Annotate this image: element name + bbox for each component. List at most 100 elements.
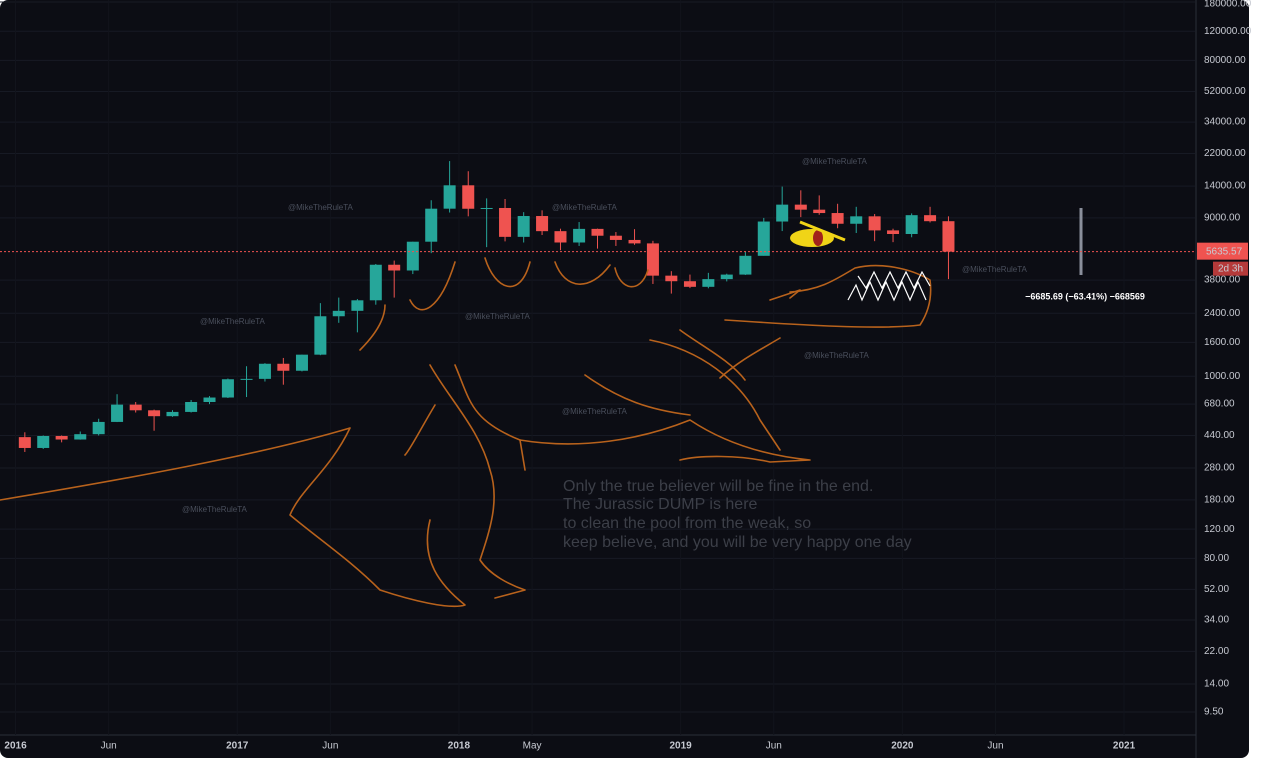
x-tick-label: 2016 <box>4 741 27 752</box>
candle-body <box>942 221 955 252</box>
dino-teeth <box>847 270 931 302</box>
candle-body <box>148 410 161 417</box>
candle-body <box>757 221 770 256</box>
measurement-label: −6685.69 (−63.41%) −668569 <box>1025 291 1145 301</box>
y-tick-label: 680.00 <box>1204 399 1235 410</box>
watermark: @MikeTheRuleTA <box>804 351 870 360</box>
candle-body <box>92 421 105 435</box>
y-tick-label: 1600.00 <box>1204 337 1241 348</box>
y-tick-label: 280.00 <box>1204 463 1235 474</box>
price-label: 5635.57 <box>1206 246 1243 257</box>
x-tick-label: 2021 <box>1113 741 1136 752</box>
annotation-line: keep believe, and you will be very happy… <box>563 534 912 551</box>
grid <box>0 0 1195 735</box>
candle-body <box>480 207 493 209</box>
x-tick-label: Jun <box>322 741 338 752</box>
candle-body <box>573 228 586 243</box>
candle-body <box>628 239 641 244</box>
candle-body <box>536 216 549 232</box>
candle-body <box>702 279 715 287</box>
candle-body <box>554 231 567 243</box>
candle-body <box>351 300 364 311</box>
chart-background <box>0 0 1249 758</box>
candle-body <box>850 216 863 224</box>
candle-body <box>868 216 881 231</box>
y-tick-label: 80000.00 <box>1204 55 1246 66</box>
watermark: @MikeTheRuleTA <box>802 157 868 166</box>
y-tick-label: 34000.00 <box>1204 117 1246 128</box>
candle-body <box>425 208 438 242</box>
candle-body <box>776 204 789 222</box>
y-tick-label: 180000.00 <box>1204 0 1252 10</box>
watermark: @MikeTheRuleTA <box>962 265 1028 274</box>
candle-body <box>240 378 253 380</box>
candle-body <box>332 310 345 317</box>
x-tick-label: Jun <box>101 741 117 752</box>
annotation-line: Only the true believer will be fine in t… <box>563 478 873 495</box>
candle-body <box>111 404 124 422</box>
candle-body <box>277 363 290 371</box>
candle-body <box>258 363 271 379</box>
dino-spikes <box>359 257 649 351</box>
candle-body <box>388 264 401 271</box>
x-tick-label: 2018 <box>448 741 471 752</box>
candle-body <box>831 213 844 224</box>
candle-body <box>924 215 937 222</box>
y-tick-label: 120000.00 <box>1204 26 1252 37</box>
y-tick-label: 9000.00 <box>1204 213 1241 224</box>
watermark: @MikeTheRuleTA <box>562 407 628 416</box>
countdown-box <box>1213 261 1248 276</box>
candle-body <box>166 411 179 417</box>
candle-body <box>739 255 752 275</box>
candle-body <box>185 402 198 412</box>
candle-body <box>591 228 604 236</box>
candle-body <box>295 354 308 371</box>
candle-body <box>609 235 622 240</box>
y-tick-label: 2400.00 <box>1204 308 1241 319</box>
candle-body <box>314 316 327 355</box>
candle-body <box>129 404 142 411</box>
x-tick-label: 2019 <box>670 741 693 752</box>
dino-pupil <box>813 230 823 246</box>
candle-body <box>203 397 216 403</box>
watermark: @MikeTheRuleTA <box>182 505 248 514</box>
price-label-box <box>1197 242 1248 260</box>
dino-legs <box>404 364 526 599</box>
annotation-line: to clean the pool from the weak, so <box>563 515 811 532</box>
y-tick-label: 1000.00 <box>1204 371 1241 382</box>
dino-belly-arm <box>519 339 811 463</box>
y-tick-label: 180.00 <box>1204 495 1235 506</box>
y-tick-label: 3800.00 <box>1204 275 1241 286</box>
y-tick-label: 440.00 <box>1204 430 1235 441</box>
candle-body <box>499 207 512 237</box>
y-tick-label: 52.00 <box>1204 584 1229 595</box>
candle-body <box>905 215 918 235</box>
candle-body <box>406 241 419 271</box>
y-tick-label: 9.50 <box>1204 707 1224 718</box>
dinosaur-drawing <box>0 220 932 608</box>
y-tick-label: 120.00 <box>1204 524 1235 535</box>
annotation-line: The Jurassic DUMP is here <box>563 496 758 513</box>
watermark: @MikeTheRuleTA <box>465 312 531 321</box>
candle-body <box>720 274 733 280</box>
watermark: @MikeTheRuleTA <box>552 203 618 212</box>
y-tick-label: 14.00 <box>1204 679 1229 690</box>
candle-body <box>813 209 826 214</box>
candle-body <box>646 243 659 276</box>
candle-body <box>18 437 31 448</box>
y-tick-label: 52000.00 <box>1204 86 1246 97</box>
candle-body <box>74 434 87 440</box>
candle-body <box>794 204 807 210</box>
y-tick-label: 80.00 <box>1204 553 1229 564</box>
x-tick-label: 2020 <box>891 741 914 752</box>
candle-body <box>37 435 50 448</box>
x-tick-label: 2017 <box>226 741 249 752</box>
dino-head <box>679 264 932 381</box>
dino-brow <box>799 220 846 242</box>
candle-body <box>517 216 530 237</box>
y-tick-label: 34.00 <box>1204 615 1229 626</box>
x-tick-label: Jun <box>987 741 1003 752</box>
dino-eye <box>790 229 834 247</box>
candle-body <box>683 281 696 287</box>
